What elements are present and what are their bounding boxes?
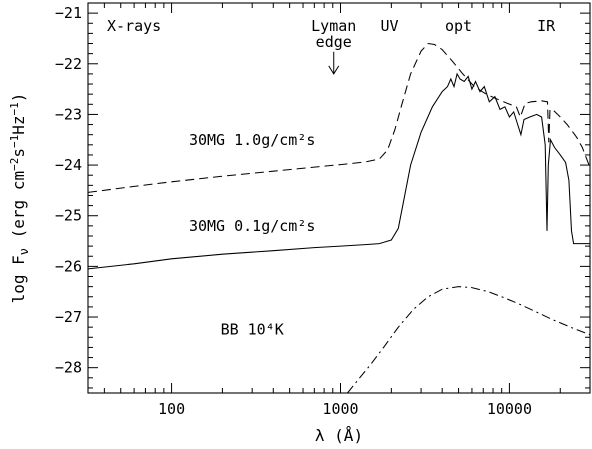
plot-frame xyxy=(87,2,591,394)
series-line-dashed xyxy=(87,42,591,193)
x-tick-label: 10000 xyxy=(487,400,532,418)
band-label: X-rays xyxy=(107,17,161,35)
y-tick-label: −21 xyxy=(55,4,82,22)
curve-annotation: 30MG 0.1g/cm²s xyxy=(189,217,315,235)
chart-labels: 100 1000 10000 −21 −22 −23 −24 −25 −26 −27 −28 X-ra… xyxy=(55,4,556,418)
curve-annotation: BB 10⁴K xyxy=(221,321,284,339)
y-tick-label: −26 xyxy=(55,257,82,275)
lyman-edge-label: Lyman xyxy=(311,17,356,35)
band-label: IR xyxy=(537,17,556,35)
y-tick-label: −23 xyxy=(55,105,82,123)
x-tick-label: 1000 xyxy=(322,400,358,418)
y-tick-label: −27 xyxy=(55,308,82,326)
spectrum-curves xyxy=(87,42,591,394)
y-tick-label: −25 xyxy=(55,207,82,225)
y-tick-label: −24 xyxy=(55,156,82,174)
x-axis-label: λ (Å) xyxy=(315,426,363,445)
y-axis-label: log Fν (erg cm−2s−1Hz−1) xyxy=(8,93,31,304)
x-tick-label: 100 xyxy=(158,400,185,418)
band-label: UV xyxy=(380,17,398,35)
lyman-edge-label: edge xyxy=(316,33,352,51)
y-tick-label: −22 xyxy=(55,55,82,73)
y-tick-label: −28 xyxy=(55,359,82,377)
band-label: opt xyxy=(445,17,472,35)
axis-ticks xyxy=(88,2,591,393)
curve-annotation: 30MG 1.0g/cm²s xyxy=(189,131,315,149)
series-line-dashdot xyxy=(347,286,591,394)
series-line-solid xyxy=(87,72,590,270)
lyman-edge-arrowhead xyxy=(328,65,340,75)
